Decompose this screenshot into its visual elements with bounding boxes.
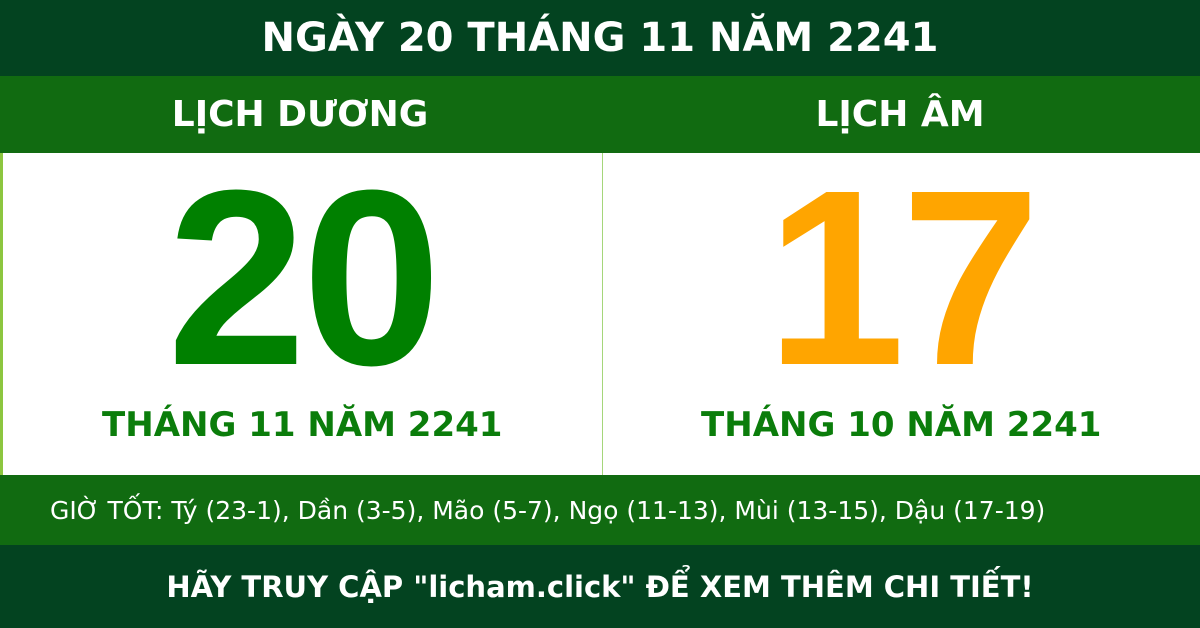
lunar-day: 17 (766, 138, 1040, 417)
lunar-column: 17 THÁNG 10 NĂM 2241 (601, 138, 1200, 475)
good-hours: GIỜ TỐT: Tý (23-1), Dần (3-5), Mão (5-7)… (0, 475, 1200, 545)
lunar-month-year: THÁNG 10 NĂM 2241 (701, 405, 1102, 445)
solar-month-year: THÁNG 11 NĂM 2241 (102, 405, 503, 445)
calendar-body: 20 THÁNG 11 NĂM 2241 17 THÁNG 10 NĂM 224… (0, 153, 1200, 475)
solar-header: LỊCH DƯƠNG (171, 94, 429, 135)
footer-message: HÃY TRUY CẬP "licham.click" ĐỂ XEM THÊM … (0, 545, 1200, 628)
lunar-header: LỊCH ÂM (815, 94, 985, 135)
solar-day: 20 (167, 138, 441, 417)
page-title: NGÀY 20 THÁNG 11 NĂM 2241 (0, 0, 1200, 76)
calendar-headers: LỊCH DƯƠNG LỊCH ÂM (0, 76, 1200, 153)
solar-column: 20 THÁNG 11 NĂM 2241 (3, 153, 602, 475)
